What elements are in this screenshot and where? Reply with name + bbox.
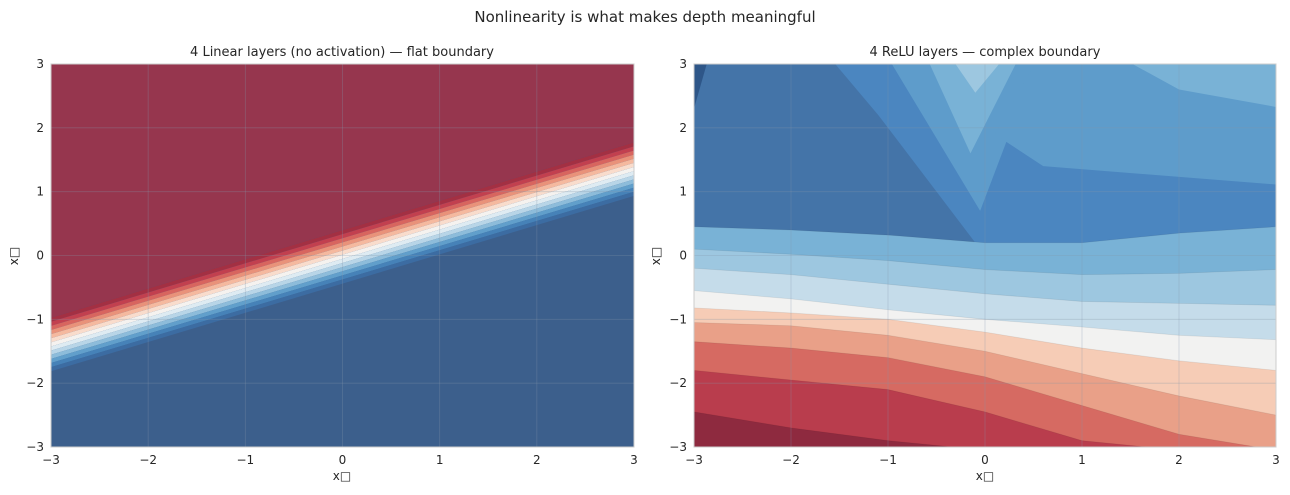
x-tick-label: −2 [782, 453, 800, 467]
y-tick-label: −2 [26, 376, 44, 390]
deep-blue-wedge [694, 64, 985, 256]
y-tick-label: 1 [679, 185, 687, 199]
right-x-axis-label: x□ [976, 469, 994, 483]
y-tick-label: −3 [26, 440, 44, 454]
contour-line [694, 307, 1276, 371]
y-tick-label: −1 [26, 312, 44, 326]
x-tick-label: −3 [685, 453, 703, 467]
left-plot-area [51, 64, 634, 447]
x-tick-label: 1 [436, 453, 444, 467]
paler-blue-top [929, 64, 1016, 154]
left-gridlines [51, 64, 634, 447]
transition-band [51, 187, 634, 368]
x-tick-label: 3 [630, 453, 638, 467]
contour-line [694, 370, 1151, 447]
y-tick-label: 0 [36, 249, 44, 263]
left-chart-panel: 4 Linear layers (no activation) — flat b… [7, 45, 638, 483]
contour-line [694, 248, 1276, 276]
right-chart-title: 4 ReLU layers — complex boundary [870, 45, 1101, 60]
right-y-axis-label: x□ [649, 247, 663, 265]
y-tick-label: 2 [679, 121, 687, 135]
transition-band [51, 154, 634, 335]
transition-band [51, 191, 634, 372]
x-tick-label: −1 [236, 453, 254, 467]
contour-line [694, 341, 1260, 447]
contour-band [694, 411, 953, 447]
transition-band [51, 183, 634, 364]
y-tick-label: 0 [679, 249, 687, 263]
x-tick-label: 0 [339, 453, 347, 467]
y-tick-label: −1 [669, 312, 687, 326]
y-tick-label: 1 [36, 185, 44, 199]
contour-band [694, 370, 1147, 447]
y-tick-label: −3 [669, 440, 687, 454]
contour-line [694, 411, 957, 447]
left-chart-title: 4 Linear layers (no activation) — flat b… [190, 45, 494, 60]
right-plot-area [694, 64, 1276, 447]
y-tick-label: −2 [669, 376, 687, 390]
contour-line [694, 267, 1276, 306]
transition-band [51, 150, 634, 331]
contour-line [694, 290, 1276, 341]
transition-band [51, 179, 634, 359]
y-tick-label: 3 [36, 57, 44, 71]
left-axes-frame [50, 63, 635, 448]
x-tick-label: 3 [1272, 453, 1280, 467]
x-tick-label: −3 [42, 453, 60, 467]
transition-band [51, 167, 634, 347]
left-tick-labels: −3 −2 −1 0 1 2 3 −3 −2 −1 0 1 2 3 [26, 57, 638, 467]
right-axes-frame [693, 63, 1277, 448]
contour-line [694, 322, 1276, 416]
palest-blue-notch [955, 64, 1000, 93]
x-tick-label: −2 [139, 453, 157, 467]
y-tick-label: 2 [36, 121, 44, 135]
right-tick-labels: −3 −2 −1 0 1 2 3 −3 −2 −1 0 1 2 3 [669, 57, 1280, 467]
figure-suptitle: Nonlinearity is what makes depth meaning… [474, 8, 815, 26]
x-tick-label: 2 [1175, 453, 1183, 467]
left-x-axis-label: x□ [333, 469, 351, 483]
x-tick-label: 0 [981, 453, 989, 467]
x-tick-label: 2 [533, 453, 541, 467]
transition-band [51, 142, 634, 322]
transition-band [51, 171, 634, 351]
dark-corner [694, 64, 707, 109]
right-gridlines [694, 64, 1276, 447]
transition-band [51, 175, 634, 355]
left-y-axis-label: x□ [7, 247, 21, 265]
transition-band [51, 162, 634, 343]
y-tick-label: 3 [679, 57, 687, 71]
contour-line [694, 226, 1276, 244]
x-tick-label: 1 [1078, 453, 1086, 467]
right-chart-panel: 4 ReLU layers — complex boundary −3 −2 −1 0… [649, 45, 1280, 483]
paler-blue-top-right [1132, 64, 1276, 107]
transition-band [51, 158, 634, 339]
transition-band [51, 146, 634, 326]
upper-red-region [51, 64, 634, 318]
x-tick-label: −1 [879, 453, 897, 467]
